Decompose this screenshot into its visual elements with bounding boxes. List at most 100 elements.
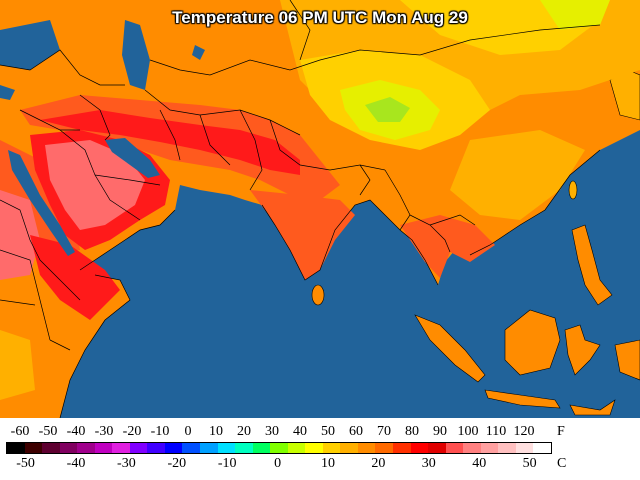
fahrenheit-tick-label: 30 [265,424,279,439]
scale-swatch [42,443,60,453]
new-guinea [614,339,640,381]
border-line [144,89,301,136]
fahrenheit-tick-label: -40 [66,424,86,439]
fahrenheit-tick-label: 110 [485,424,507,439]
fahrenheit-tick-label: 90 [433,424,447,439]
caspian-sea [122,20,150,90]
border-line [149,24,601,76]
fahrenheit-tick-label: 120 [513,424,535,439]
temperature-zones [0,0,640,418]
zone-very-hot-horn [30,235,120,320]
scale-swatch [59,443,78,453]
temperature-map [0,0,640,418]
persian-gulf [105,138,160,178]
sumatra [414,314,486,383]
fahrenheit-tick-label: -30 [94,424,114,439]
border-line [199,114,231,166]
scale-swatch [182,443,201,453]
scale-swatch [445,443,464,453]
border-line [359,164,371,196]
scale-swatch [94,443,113,453]
coastline [469,149,601,256]
border-line [0,249,51,341]
border-line [79,94,111,141]
celsius-tick-label: -30 [117,456,136,471]
scale-swatch [200,443,218,453]
fahrenheit-tick-label: 70 [377,424,391,439]
fahrenheit-tick-label: -50 [38,424,58,439]
scale-swatch [533,443,551,453]
scale-swatch [515,443,534,453]
celsius-tick-label: 40 [472,456,487,471]
black-sea [0,20,60,70]
scale-swatch [463,443,481,453]
scale-swatch [410,443,429,453]
scale-swatch [77,443,95,453]
zone-cooler-north [540,0,610,30]
scale-swatch [375,443,394,453]
border-line [0,299,36,306]
philippines [571,224,613,306]
scale-swatch [287,443,306,453]
fahrenheit-tick-label: 80 [405,424,419,439]
celsius-unit-label: C [557,456,567,471]
fahrenheit-tick-label: -10 [150,424,170,439]
border-line [239,109,263,191]
scale-swatch [305,443,323,453]
zone-hottest-africa [0,190,40,280]
scale-swatch [7,443,25,453]
border-line [0,49,125,86]
border-line [289,0,311,61]
scale-swatch [217,443,236,453]
celsius-tick-label: 20 [371,456,386,471]
celsius-tick-label: 50 [522,456,537,471]
java [484,389,561,409]
scale-swatch [164,443,183,453]
scale-swatch [147,443,165,453]
celsius-tick-label: 0 [274,456,282,471]
scale-swatch [24,443,43,453]
zone-mild-china [450,130,585,220]
fahrenheit-tick-label: 50 [321,424,335,439]
celsius-tick-label: -10 [217,456,237,471]
fahrenheit-tick-label: -60 [10,424,30,439]
border-line [429,214,476,226]
fahrenheit-tick-label: 10 [209,424,223,439]
border-line [49,339,71,351]
scale-swatch [270,443,288,453]
celsius-tick-label: -20 [167,456,187,471]
fahrenheit-tick-label: 60 [349,424,363,439]
scale-swatch [322,443,341,453]
scale-swatch [357,443,376,453]
scale-swatch [252,443,271,453]
sulawesi [564,324,601,376]
fahrenheit-unit-label: F [557,424,565,439]
fahrenheit-tick-label: 100 [457,424,479,439]
scale-swatch [112,443,130,453]
scale-swatch [129,443,148,453]
border-line [0,199,81,301]
zone-hot-india [250,190,355,280]
mediterranean-edge [0,85,15,100]
coastline [79,209,176,271]
scale-swatch [498,443,516,453]
celsius-tick-label: -50 [16,456,35,471]
zone-coolest-plateau [365,97,410,122]
scale-swatch [393,443,411,453]
scale-swatch [340,443,358,453]
celsius-tick-label: 10 [321,456,335,471]
scale-swatch [428,443,446,453]
scale-swatch [480,443,499,453]
zone-very-hot-belt [40,110,300,175]
border-line [159,109,181,161]
celsius-tick-label: 30 [421,456,436,471]
zone-hottest-arabia [45,140,145,230]
border-line [384,169,411,231]
border-line [94,174,161,186]
temperature-legend: -60 -50 -40 -30 -20 -10 0 10 20 30 40 50 60 70 80 90 100… [0,418,640,480]
color-scale-bar [6,442,552,454]
border-line [19,109,80,131]
taiwan [568,180,578,200]
lesser-sunda-islands [569,399,616,416]
